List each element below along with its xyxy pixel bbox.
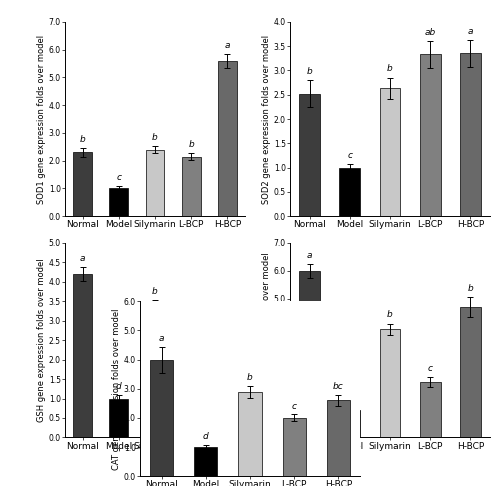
Y-axis label: CAT gene expression folds over model: CAT gene expression folds over model [112,308,121,469]
Text: a: a [159,334,164,343]
Text: a: a [468,27,473,35]
Y-axis label: GSH gene expression folds over model: GSH gene expression folds over model [37,259,46,422]
Bar [327,400,350,476]
Text: b: b [247,373,253,382]
Text: b: b [224,306,230,314]
Bar [460,307,481,437]
Text: b: b [80,135,86,144]
Bar [146,307,165,437]
Text: bc: bc [333,382,344,391]
Bar [340,410,360,437]
Bar [460,53,481,216]
Text: a: a [80,254,86,263]
Text: c: c [348,151,352,159]
Text: d: d [203,432,208,441]
Text: c: c [188,353,194,363]
Text: a: a [224,40,230,50]
Bar [420,382,440,437]
Bar [73,274,92,437]
Bar [218,61,237,216]
Bar [182,156,201,216]
Bar [150,360,173,476]
Bar [218,325,237,437]
Bar [73,153,92,216]
Bar [110,189,128,216]
Bar [282,418,306,476]
Text: b: b [468,284,473,293]
Bar [380,88,400,216]
Bar [182,371,201,437]
Bar [238,392,262,476]
Y-axis label: GSH-Px gene expression folds over model: GSH-Px gene expression folds over model [262,252,271,429]
Text: c: c [116,173,121,182]
Text: d: d [116,382,121,391]
Text: b: b [152,133,158,142]
Text: b: b [387,310,393,319]
Bar [380,329,400,437]
Bar [340,168,360,216]
Bar [420,54,440,216]
Text: ab: ab [424,28,436,36]
Y-axis label: SOD2 gene expression folds over model: SOD2 gene expression folds over model [262,35,271,204]
Bar [299,271,320,437]
Text: c: c [428,364,432,373]
Text: b: b [152,287,158,296]
Text: c: c [292,401,296,411]
Y-axis label: SOD1 gene expression folds over model: SOD1 gene expression folds over model [37,35,46,204]
Text: b: b [387,65,393,73]
Bar [146,150,165,216]
Text: b: b [306,67,312,76]
Bar [110,399,128,437]
Text: a: a [307,251,312,260]
Text: b: b [188,140,194,149]
Bar [299,94,320,216]
Bar [194,447,218,476]
Text: d: d [347,394,352,403]
